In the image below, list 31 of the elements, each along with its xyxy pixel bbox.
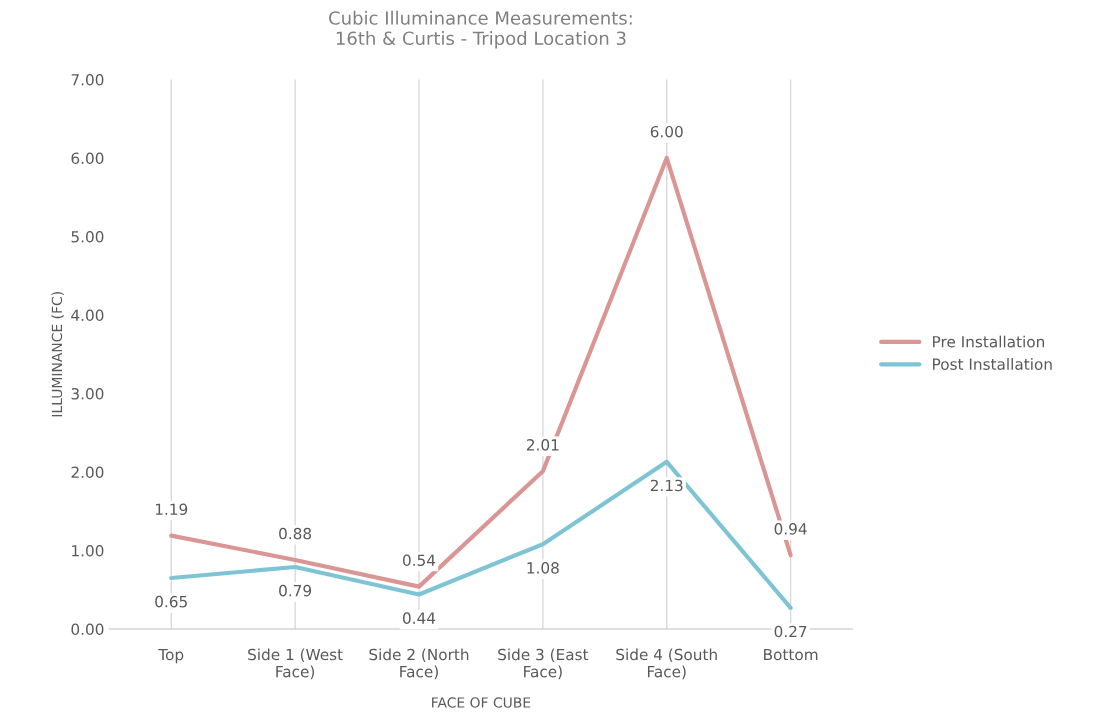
x-tick-label: Top <box>158 648 184 664</box>
x-axis-title: FACE OF CUBE <box>432 697 531 708</box>
data-label: 2.13 <box>650 479 683 492</box>
y-tick-label: 0.00 <box>71 623 104 636</box>
x-tick-label: Side 1 (West Face) <box>248 648 343 680</box>
data-label: 0.88 <box>279 527 312 540</box>
data-label: 0.27 <box>774 625 807 638</box>
legend-label: Pre Installation <box>933 335 1045 348</box>
data-label: 0.54 <box>402 554 436 567</box>
x-tick-label: Side 3 (East Face) <box>498 648 589 680</box>
data-label: 1.19 <box>155 503 188 516</box>
y-tick-label: 2.00 <box>71 466 104 479</box>
data-label: 6.00 <box>650 125 683 138</box>
data-label: 0.94 <box>774 523 807 535</box>
y-tick-label: 5.00 <box>71 230 104 243</box>
y-tick-label: 4.00 <box>71 309 104 322</box>
y-axis-title: ILLUMINANCE (FC) <box>51 292 64 417</box>
data-label: 2.01 <box>526 439 559 451</box>
data-label: 0.44 <box>402 612 436 624</box>
chart-title: Cubic Illuminance Measurements: 16th & Curtis - Tripod Location 3 <box>329 10 632 49</box>
x-tick-label: Side 2 (North Face) <box>369 648 469 680</box>
y-tick-label: 7.00 <box>71 74 104 86</box>
legend-label: Post Installation <box>933 358 1052 370</box>
y-tick-label: 3.00 <box>71 387 104 400</box>
y-tick-label: 1.00 <box>72 544 104 557</box>
x-tick-label: Bottom <box>764 648 818 661</box>
data-label: 1.08 <box>527 562 559 574</box>
y-tick-label: 6.00 <box>71 152 104 165</box>
x-tick-label: Side 4 (South Face) <box>616 648 717 680</box>
data-label: 0.65 <box>155 595 187 608</box>
data-label: 0.79 <box>279 584 312 597</box>
